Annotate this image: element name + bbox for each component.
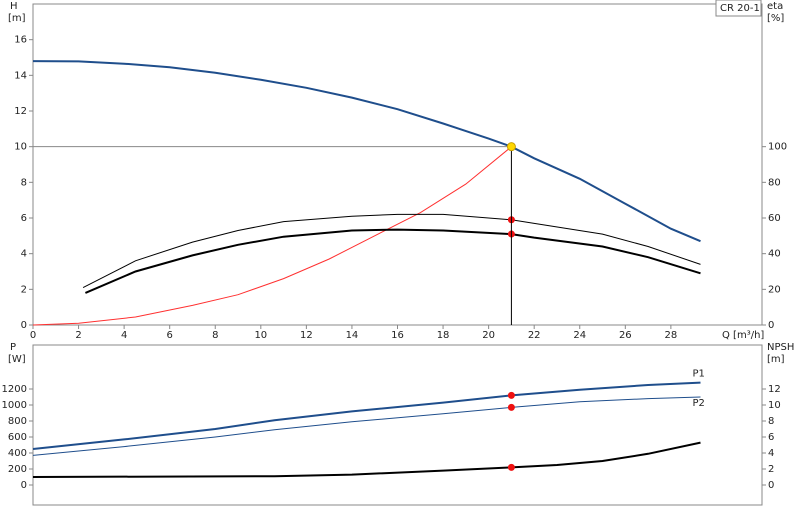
y-tick-label: 200 [8, 464, 27, 475]
y-tick-label: 1000 [2, 400, 27, 411]
y-tick-label: 10 [14, 142, 27, 153]
y2-tick-label: 40 [768, 249, 781, 260]
operating-point [507, 391, 515, 399]
y2-tick-label: 0 [768, 480, 774, 491]
duty-point [506, 142, 516, 152]
curve [85, 228, 701, 294]
y2-tick-label: 80 [768, 177, 781, 188]
curve [32, 441, 701, 478]
y-tick-label: 600 [8, 432, 27, 443]
curve [32, 146, 512, 326]
x-tick-label: 20 [482, 330, 495, 341]
x-tick-label: 14 [346, 330, 359, 341]
x-tick-label: 4 [121, 330, 127, 341]
x-tick-label: 18 [437, 330, 450, 341]
y2-tick-label: 10 [768, 400, 781, 411]
y-tick-label: 4 [21, 249, 27, 260]
x-tick-label: 12 [300, 330, 313, 341]
y-axis-label: H [10, 1, 18, 12]
x-tick-label: 2 [75, 330, 81, 341]
y-tick-label: 8 [21, 177, 27, 188]
y-tick-label: 12 [14, 106, 27, 117]
y-tick-label: 14 [14, 70, 27, 81]
y2-tick-label: 100 [768, 142, 787, 153]
curve [82, 213, 701, 289]
x-tick-label: 26 [619, 330, 632, 341]
y-tick-label: 800 [8, 416, 27, 427]
y2-axis-label: NPSH [767, 342, 794, 353]
curve [32, 381, 701, 450]
plot-frame [32, 344, 763, 506]
y2-tick-label: 2 [768, 464, 774, 475]
y2-axis-unit: [%] [767, 13, 784, 24]
y2-axis-unit: [m] [767, 354, 785, 365]
y-tick-label: 1200 [2, 384, 27, 395]
x-axis-label: Q [m³/h] [722, 330, 764, 341]
x-tick-label: 16 [391, 330, 404, 341]
operating-point [507, 403, 515, 411]
x-tick-label: 0 [30, 330, 36, 341]
y2-tick-label: 60 [768, 213, 781, 224]
y-tick-label: 0 [21, 480, 27, 491]
y2-tick-label: 20 [768, 284, 781, 295]
plot-frame [32, 3, 763, 326]
y2-tick-label: 8 [768, 416, 774, 427]
y-tick-label: 2 [21, 284, 27, 295]
y-axis-unit: [m] [8, 13, 26, 24]
legend-label: P2 [692, 398, 704, 409]
x-tick-label: 28 [665, 330, 678, 341]
y-axis-label: P [10, 342, 16, 353]
x-tick-label: 6 [167, 330, 173, 341]
curve [32, 60, 701, 243]
operating-point [507, 463, 515, 471]
legend-box [715, 0, 762, 17]
x-tick-label: 10 [254, 330, 267, 341]
x-tick-label: 24 [573, 330, 586, 341]
legend-label: P1 [692, 369, 704, 380]
y-tick-label: 400 [8, 448, 27, 459]
chart-title: CR 20-1 [720, 3, 760, 14]
y-axis-unit: [W] [8, 354, 26, 365]
y2-axis-label: eta [767, 1, 783, 12]
x-tick-label: 22 [528, 330, 541, 341]
y2-tick-label: 12 [768, 384, 781, 395]
curve [32, 396, 701, 456]
y2-tick-label: 4 [768, 448, 774, 459]
x-tick-label: 8 [212, 330, 218, 341]
y-tick-label: 6 [21, 213, 27, 224]
y-tick-label: 0 [21, 320, 27, 331]
y2-tick-label: 6 [768, 432, 774, 443]
y-tick-label: 16 [14, 35, 27, 46]
y2-tick-label: 0 [768, 320, 774, 331]
